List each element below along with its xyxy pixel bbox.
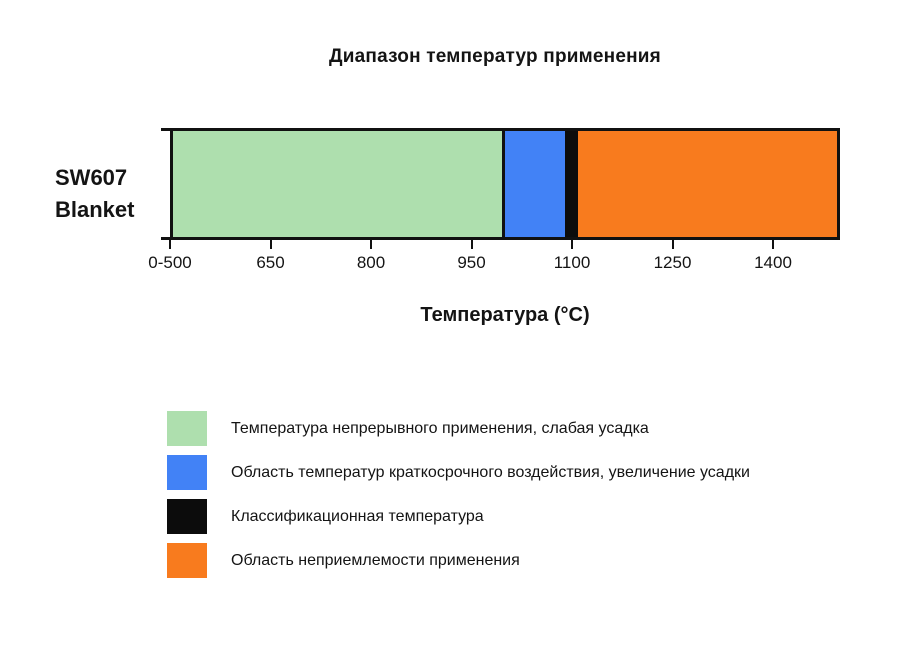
x-axis-tick: [571, 240, 573, 249]
range-bar: [170, 128, 840, 240]
legend-row-unacceptable: Область неприемлемости применения: [167, 543, 750, 578]
x-axis-tick: [671, 240, 674, 249]
bar-segment-classification: [564, 131, 579, 237]
x-axis-tick-label: 1100: [553, 253, 591, 272]
x-axis-tick: [269, 240, 272, 249]
legend-swatch-classification: [167, 499, 207, 534]
legend-swatch-continuous: [167, 411, 207, 446]
legend-swatch-unacceptable: [167, 543, 207, 578]
bar-segment-unacceptable: [578, 131, 837, 237]
legend-label-unacceptable: Область неприемлемости применения: [231, 551, 520, 569]
axis-corner-tick-top: [161, 128, 171, 131]
legend: Температура непрерывного применения, сла…: [167, 411, 750, 587]
bar-segment-short-term: [505, 131, 565, 237]
x-axis-tick: [772, 240, 774, 249]
legend-label-classification: Классификационная температура: [231, 507, 484, 525]
x-axis-tick: [169, 240, 171, 249]
category-label-line2: Blanket: [55, 197, 135, 222]
bar-segment-continuous: [173, 131, 505, 237]
legend-swatch-short-term: [167, 455, 207, 490]
legend-row-short-term: Область температур краткосрочного воздей…: [167, 455, 750, 490]
category-label: SW607 Blanket: [55, 162, 134, 226]
x-axis-tick-label: 950: [457, 253, 486, 272]
axis-corner-tick-bottom: [161, 237, 171, 240]
legend-row-continuous: Температура непрерывного применения, сла…: [167, 411, 750, 446]
legend-label-short-term: Область температур краткосрочного воздей…: [231, 463, 750, 481]
x-axis-tick-label: 650: [256, 253, 285, 272]
x-axis-tick-label: 1400: [754, 253, 792, 272]
x-axis-title: Температура (°C): [420, 304, 590, 326]
category-label-line1: SW607: [55, 165, 128, 190]
legend-row-classification: Классификационная температура: [167, 499, 750, 534]
x-axis-tick-label: 1250: [653, 253, 692, 272]
x-axis-tick: [370, 240, 372, 249]
x-axis-tick-label: 0-500: [148, 253, 192, 272]
x-axis-tick: [470, 240, 473, 249]
legend-label-continuous: Температура непрерывного применения, сла…: [231, 419, 649, 437]
chart-title: Диапазон температур применения: [329, 46, 661, 67]
x-axis-tick-label: 800: [356, 253, 386, 272]
